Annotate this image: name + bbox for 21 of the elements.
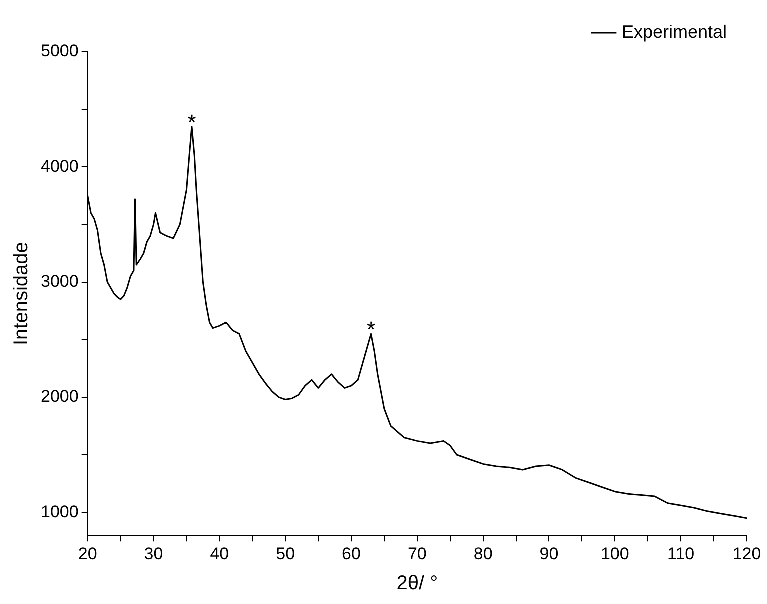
- y-tick-label: 3000: [40, 272, 79, 291]
- annotation: *: [188, 110, 197, 135]
- x-tick-label: 120: [732, 544, 762, 564]
- x-tick-label: 100: [600, 544, 630, 564]
- y-tick-label: 2000: [40, 387, 79, 406]
- x-tick-label: 40: [210, 544, 230, 564]
- legend-label: Experimental: [622, 22, 727, 42]
- x-tick-label: 70: [408, 544, 427, 564]
- y-tick-label: 5000: [40, 42, 79, 61]
- x-tick-label: 30: [144, 544, 164, 564]
- x-tick-label: 80: [474, 544, 493, 564]
- y-axis-title: Intensidade: [10, 242, 33, 346]
- y-tick-label: 4000: [40, 156, 79, 176]
- x-axis-title: 2θ/ °: [396, 572, 438, 595]
- x-tick-label: 110: [668, 544, 695, 564]
- x-tick-label: 60: [342, 544, 361, 564]
- x-tick-label: 20: [78, 544, 98, 564]
- x-tick-label: 50: [276, 544, 296, 564]
- y-tick-label: 1000: [40, 502, 79, 522]
- x-tick-label: 90: [540, 544, 559, 564]
- annotation: *: [366, 317, 376, 342]
